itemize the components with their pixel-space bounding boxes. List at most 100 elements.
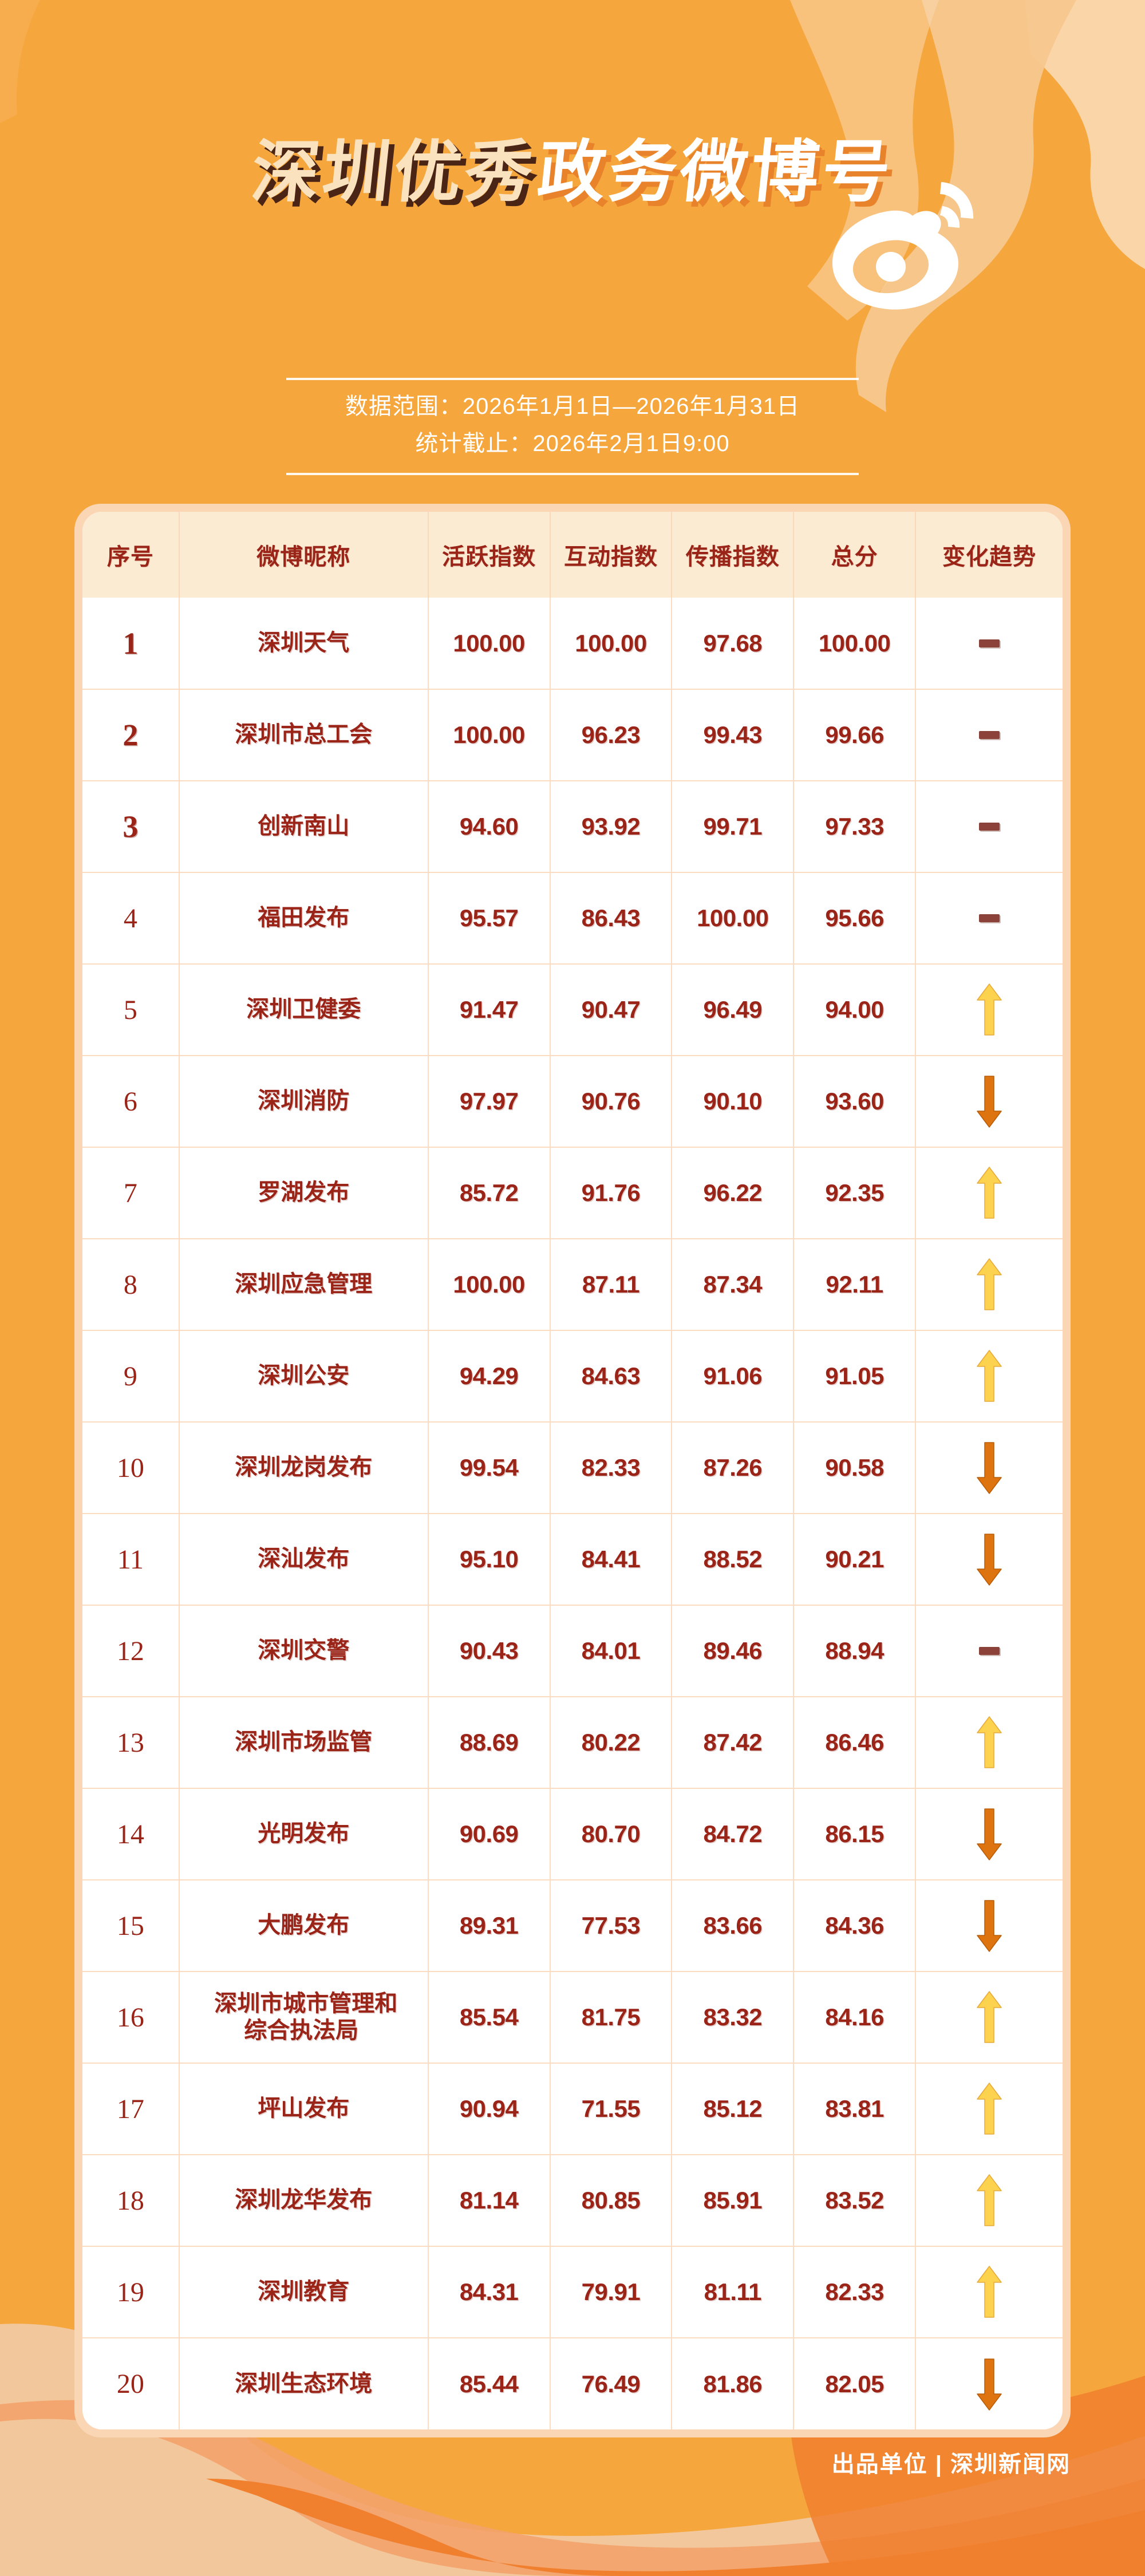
table-row: 4 福田发布 95.57 86.43 100.00 95.66 <box>82 872 1063 964</box>
cell-name: 深圳天气 <box>179 598 429 689</box>
cell-active: 97.97 <box>428 1055 551 1147</box>
arrow-up-icon <box>977 983 1002 1036</box>
table-row: 1 深圳天气 100.00 100.00 97.68 100.00 <box>82 598 1063 689</box>
table-row: 18 深圳龙华发布 81.14 80.85 85.91 83.52 <box>82 2154 1063 2246</box>
cell-trend <box>915 2337 1063 2429</box>
cell-active: 81.14 <box>428 2154 551 2246</box>
cell-trend <box>915 1971 1063 2063</box>
cell-active: 84.31 <box>428 2246 551 2338</box>
cell-interact: 81.75 <box>550 1971 673 2063</box>
cell-active: 95.10 <box>428 1513 551 1605</box>
cell-active: 90.69 <box>428 1788 551 1880</box>
cell-rank: 17 <box>82 2063 180 2155</box>
cell-total: 83.52 <box>793 2154 917 2246</box>
title-line-1: 深圳优秀 <box>247 135 540 210</box>
cell-total: 86.46 <box>793 1696 917 1788</box>
cell-trend <box>915 1696 1063 1788</box>
cell-interact: 80.85 <box>550 2154 673 2246</box>
table-row: 3 创新南山 94.60 93.92 99.71 97.33 <box>82 780 1063 872</box>
cell-rank: 9 <box>82 1330 180 1422</box>
table-row: 9 深圳公安 94.29 84.63 91.06 91.05 <box>82 1330 1063 1422</box>
col-header-rank: 序号 <box>82 512 180 598</box>
cell-name: 深圳龙华发布 <box>179 2154 429 2246</box>
cell-spread: 87.42 <box>672 1696 795 1788</box>
cell-spread: 100.00 <box>672 872 795 964</box>
cell-active: 95.57 <box>428 872 551 964</box>
arrow-up-icon <box>977 2266 1002 2318</box>
cell-rank: 11 <box>82 1513 180 1605</box>
cell-interact: 93.92 <box>550 780 673 872</box>
table-row: 2 深圳市总工会 100.00 96.23 99.43 99.66 <box>82 689 1063 781</box>
cell-total: 83.81 <box>793 2063 917 2155</box>
cell-name: 深圳消防 <box>179 1055 429 1147</box>
footer-credit: 出品单位 | 深圳新闻网 <box>831 2452 1071 2477</box>
cell-name: 深圳市总工会 <box>179 689 429 781</box>
cell-rank: 19 <box>82 2246 180 2338</box>
table-row: 12 深圳交警 90.43 84.01 89.46 88.94 <box>82 1605 1063 1697</box>
cell-interact: 90.76 <box>550 1055 673 1147</box>
cell-interact: 91.76 <box>550 1147 673 1239</box>
cell-spread: 88.52 <box>672 1513 795 1605</box>
cell-active: 88.69 <box>428 1696 551 1788</box>
cell-active: 94.60 <box>428 780 551 872</box>
cell-trend <box>915 689 1063 781</box>
cell-spread: 91.06 <box>672 1330 795 1422</box>
cell-total: 97.33 <box>793 780 917 872</box>
cell-spread: 97.68 <box>672 598 795 689</box>
cell-total: 88.94 <box>793 1605 917 1697</box>
arrow-up-icon <box>977 1167 1002 1219</box>
arrow-down-icon <box>977 2358 1002 2411</box>
cell-spread: 83.32 <box>672 1971 795 2063</box>
cell-active: 91.47 <box>428 963 551 1056</box>
arrow-down-icon <box>977 1534 1002 1586</box>
cell-total: 100.00 <box>793 598 917 689</box>
cell-active: 100.00 <box>428 598 551 689</box>
weibo-logo-icon <box>832 182 974 310</box>
cell-interact: 90.47 <box>550 963 673 1056</box>
cell-name: 福田发布 <box>179 872 429 964</box>
cell-rank: 16 <box>82 1971 180 2063</box>
cell-trend <box>915 1147 1063 1239</box>
arrow-down-icon <box>977 1076 1002 1128</box>
cell-active: 90.94 <box>428 2063 551 2155</box>
cell-name: 深圳生态环境 <box>179 2337 429 2429</box>
data-range-block: 数据范围：2026年1月1日—2026年1月31日 统计截止：2026年2月1日… <box>0 378 1145 475</box>
cell-spread: 85.91 <box>672 2154 795 2246</box>
cell-name: 光明发布 <box>179 1788 429 1880</box>
cell-spread: 99.43 <box>672 689 795 781</box>
cell-trend <box>915 598 1063 689</box>
cell-trend <box>915 1605 1063 1697</box>
arrow-up-icon <box>977 1350 1002 1402</box>
table-row: 7 罗湖发布 85.72 91.76 96.22 92.35 <box>82 1147 1063 1239</box>
cell-total: 99.66 <box>793 689 917 781</box>
cell-spread: 87.34 <box>672 1238 795 1330</box>
cell-interact: 80.70 <box>550 1788 673 1880</box>
cell-total: 84.16 <box>793 1971 917 2063</box>
cell-trend <box>915 1330 1063 1422</box>
table-row: 14 光明发布 90.69 80.70 84.72 86.15 <box>82 1788 1063 1880</box>
cell-spread: 96.49 <box>672 963 795 1056</box>
table-row: 17 坪山发布 90.94 71.55 85.12 83.81 <box>82 2063 1063 2155</box>
cell-trend <box>915 780 1063 872</box>
cell-total: 90.21 <box>793 1513 917 1605</box>
cell-spread: 83.66 <box>672 1879 795 1971</box>
cell-interact: 71.55 <box>550 2063 673 2155</box>
cell-name: 罗湖发布 <box>179 1147 429 1239</box>
cell-rank: 3 <box>82 780 180 872</box>
cell-spread: 81.11 <box>672 2246 795 2338</box>
cell-trend <box>915 1513 1063 1605</box>
cell-rank: 15 <box>82 1879 180 1971</box>
arrow-down-icon <box>977 1808 1002 1860</box>
table-row: 5 深圳卫健委 91.47 90.47 96.49 94.00 <box>82 963 1063 1056</box>
cell-active: 85.44 <box>428 2337 551 2429</box>
cell-trend <box>915 1055 1063 1147</box>
cell-rank: 2 <box>82 689 180 781</box>
cell-name: 深圳交警 <box>179 1605 429 1697</box>
table-row: 16 深圳市城市管理和 综合执法局 85.54 81.75 83.32 84.16 <box>82 1971 1063 2063</box>
arrow-up-icon <box>977 2174 1002 2226</box>
trend-flat-icon <box>979 639 1000 647</box>
cell-name: 深圳应急管理 <box>179 1238 429 1330</box>
cell-rank: 12 <box>82 1605 180 1697</box>
cell-total: 82.33 <box>793 2246 917 2338</box>
cell-rank: 4 <box>82 872 180 964</box>
